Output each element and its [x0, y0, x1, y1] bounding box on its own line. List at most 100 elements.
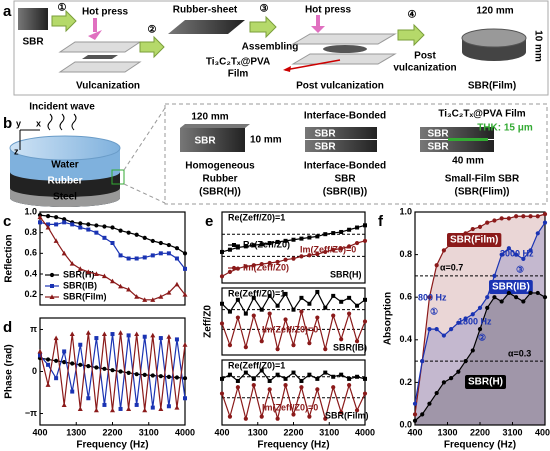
marker	[54, 215, 59, 220]
marker	[492, 218, 497, 223]
marker	[315, 315, 320, 320]
marker	[118, 369, 123, 374]
x-tick-label: 3100	[139, 427, 159, 437]
plate	[58, 61, 142, 73]
marker	[142, 407, 148, 413]
x-tick-label: 400	[32, 427, 47, 437]
marker	[339, 410, 344, 415]
marker	[259, 307, 264, 312]
area	[415, 292, 545, 425]
marker	[94, 365, 99, 370]
step: ①	[58, 3, 67, 14]
marker	[362, 391, 368, 396]
label: SBR	[194, 136, 216, 147]
legend-label: Re(Zeff/Z0)	[243, 239, 290, 249]
marker	[299, 295, 304, 300]
annotation: Im(Zeff/Z0)=0	[262, 402, 318, 412]
disc-top	[461, 28, 527, 48]
marker	[86, 364, 91, 369]
x-tick-label: 1300	[66, 427, 86, 437]
label: Assembling	[242, 42, 299, 53]
series-label: SBR(H)	[468, 377, 503, 388]
marker	[259, 262, 264, 267]
y-tick-label: 0.6	[24, 248, 37, 258]
marker	[93, 271, 99, 276]
marker	[355, 374, 360, 379]
marker	[485, 305, 490, 310]
block-top	[180, 124, 250, 128]
marker	[477, 224, 483, 230]
marker	[243, 264, 248, 269]
marker	[347, 311, 352, 316]
marker	[38, 220, 42, 225]
marker	[182, 376, 188, 381]
marker	[363, 376, 367, 381]
marker	[259, 242, 264, 247]
label: SBR	[22, 37, 44, 48]
marker	[158, 294, 164, 299]
marker	[166, 334, 172, 339]
label: (SBR(H))	[199, 187, 241, 198]
marker	[102, 402, 107, 407]
marker	[85, 269, 91, 274]
y-tick-label: π	[30, 324, 37, 334]
marker	[499, 216, 504, 221]
label: SBR(Film)	[468, 81, 516, 92]
zoom-box	[111, 169, 125, 185]
marker	[102, 366, 107, 371]
marker	[267, 241, 272, 246]
marker	[227, 269, 233, 275]
panel-a: a SBR ① Hot press Vulcanization ② Rubber…	[3, 0, 549, 96]
step: ④	[408, 10, 417, 21]
x-tick-label: 2200	[102, 427, 122, 437]
marker	[259, 414, 264, 419]
x-tick-label: 3100	[502, 427, 522, 437]
marker	[102, 235, 107, 240]
marker	[485, 295, 490, 300]
marker	[142, 372, 147, 377]
marker	[420, 412, 425, 417]
y-tick-label: 1.0	[399, 206, 412, 216]
marker	[174, 256, 179, 261]
marker	[166, 404, 171, 409]
marker	[514, 214, 519, 219]
marker	[267, 387, 272, 392]
label: 120 mm	[191, 112, 228, 123]
annotation: α=0.3	[508, 348, 531, 358]
marker	[166, 290, 172, 295]
y-tick-label: 0	[32, 366, 37, 376]
marker	[118, 330, 124, 335]
marker	[142, 297, 148, 302]
marker	[142, 255, 147, 260]
marker	[521, 256, 526, 261]
marker	[323, 305, 328, 310]
marker	[134, 331, 140, 337]
marker	[275, 239, 280, 244]
marker	[339, 229, 344, 234]
marker	[307, 341, 312, 346]
marker	[514, 252, 519, 257]
annotation: SBR(Film)	[325, 410, 369, 420]
marker	[514, 295, 519, 300]
sheet	[168, 20, 245, 34]
block	[305, 127, 377, 139]
marker	[183, 266, 187, 271]
series-line	[39, 214, 186, 254]
marker	[331, 293, 336, 298]
marker	[420, 359, 425, 364]
marker	[441, 333, 446, 338]
marker	[331, 247, 336, 252]
marker	[46, 222, 51, 227]
marker	[347, 376, 352, 381]
y-axis-title: Absorption	[383, 292, 394, 345]
marker	[323, 249, 328, 255]
marker	[535, 214, 540, 219]
annotation: SBR(IB)	[333, 342, 367, 352]
marker	[331, 385, 336, 390]
series-label-box	[447, 233, 502, 247]
panel-label: a	[3, 3, 12, 20]
marker	[235, 385, 240, 390]
marker	[291, 307, 296, 312]
marker	[307, 235, 312, 240]
label: Vulcanization	[76, 81, 140, 92]
